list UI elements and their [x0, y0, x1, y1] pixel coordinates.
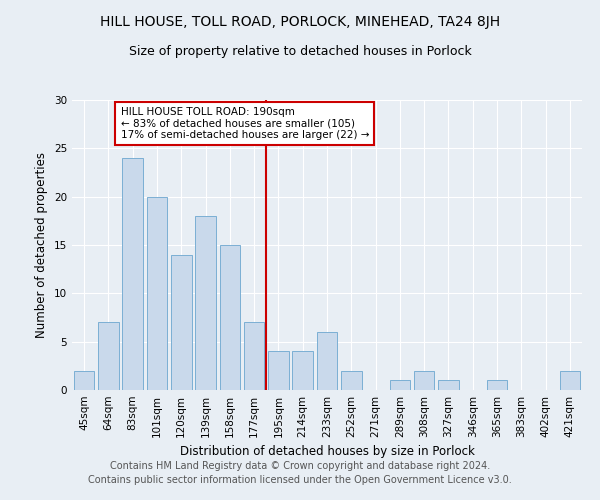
Bar [560, 370, 580, 390]
Bar [438, 380, 459, 390]
Bar [98, 322, 119, 390]
X-axis label: Distribution of detached houses by size in Porlock: Distribution of detached houses by size … [179, 446, 475, 458]
Bar [389, 380, 410, 390]
Text: Contains HM Land Registry data © Crown copyright and database right 2024.
Contai: Contains HM Land Registry data © Crown c… [88, 461, 512, 485]
Bar [122, 158, 143, 390]
Bar [292, 352, 313, 390]
Bar [171, 254, 191, 390]
Bar [74, 370, 94, 390]
Bar [341, 370, 362, 390]
Text: HILL HOUSE, TOLL ROAD, PORLOCK, MINEHEAD, TA24 8JH: HILL HOUSE, TOLL ROAD, PORLOCK, MINEHEAD… [100, 15, 500, 29]
Bar [317, 332, 337, 390]
Text: HILL HOUSE TOLL ROAD: 190sqm
← 83% of detached houses are smaller (105)
17% of s: HILL HOUSE TOLL ROAD: 190sqm ← 83% of de… [121, 107, 369, 140]
Bar [195, 216, 216, 390]
Bar [268, 352, 289, 390]
Bar [487, 380, 508, 390]
Bar [244, 322, 265, 390]
Text: Size of property relative to detached houses in Porlock: Size of property relative to detached ho… [128, 45, 472, 58]
Bar [220, 245, 240, 390]
Y-axis label: Number of detached properties: Number of detached properties [35, 152, 49, 338]
Bar [414, 370, 434, 390]
Bar [146, 196, 167, 390]
